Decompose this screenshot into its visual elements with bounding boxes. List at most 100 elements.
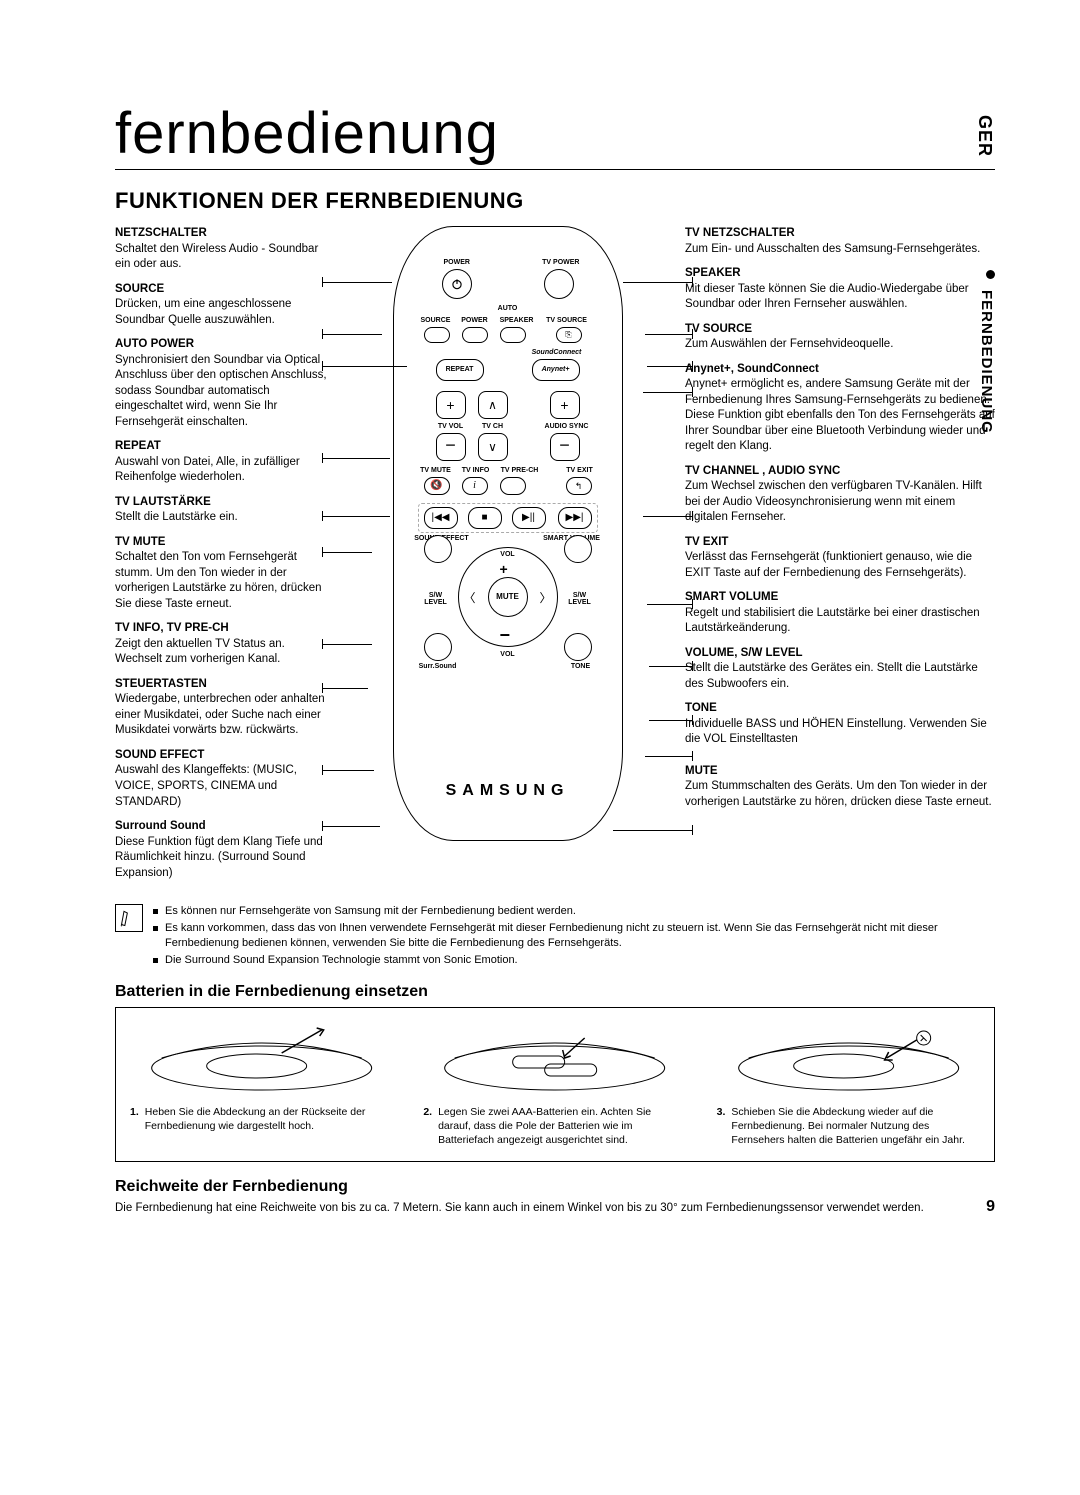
label-tv-power: TV POWER (542, 259, 579, 266)
note-item: Es kann vorkommen, dass das von Ihnen ve… (153, 921, 995, 951)
battery-step-2: 2.Legen Sie zwei AAA-Batterien ein. Acht… (423, 1106, 686, 1147)
label-tv-mute: TV MUTE (418, 467, 454, 474)
battery-step-3: 3.Schieben Sie die Abdeckung wieder auf … (717, 1106, 980, 1147)
entry-tv-exit: TV EXITVerlässt das Fernsehgerät (funkti… (685, 535, 995, 582)
button-audio-sync-down[interactable]: − (550, 433, 580, 461)
language-tab: GER (974, 115, 995, 157)
entry-surround-sound: Surround SoundDiese Funktion fügt dem Kl… (115, 819, 330, 881)
label-tv-exit: TV EXIT (562, 467, 598, 474)
page-number: 9 (986, 1198, 995, 1216)
entry-speaker: SPEAKERMit dieser Taste können Sie die A… (685, 266, 995, 313)
label-speaker: SPEAKER (497, 317, 537, 324)
entry-tv-source: TV SOURCEZum Auswählen der Fernsehvideoq… (685, 322, 995, 353)
entry-tv-info: TV INFO, TV PRE-CHZeigt den aktuellen TV… (115, 621, 330, 668)
battery-step-1: 1.Heben Sie die Abdeckung an der Rücksei… (130, 1106, 393, 1147)
battery-img-3 (717, 1018, 980, 1096)
battery-img-2 (423, 1018, 686, 1096)
battery-images (130, 1018, 980, 1096)
button-power[interactable] (442, 269, 472, 299)
button-next[interactable]: ▶▶| (558, 507, 592, 529)
dpad-minus-icon[interactable]: − (500, 625, 511, 646)
button-tone[interactable] (564, 633, 592, 661)
entry-auto-power: AUTO POWERSynchronisiert den Soundbar vi… (115, 337, 330, 430)
button-auto-power[interactable] (462, 327, 488, 343)
label-tv-vol: TV VOL (434, 423, 468, 430)
entry-sound-effect: SOUND EFFECTAuswahl des Klangeffekts: (M… (115, 748, 330, 810)
entry-source: SOURCEDrücken, um eine angeschlossene So… (115, 282, 330, 329)
entry-anynet: Anynet+, SoundConnectAnynet+ ermöglicht … (685, 362, 995, 455)
button-tv-info[interactable]: i (462, 477, 488, 495)
note-item: Die Surround Sound Expansion Technologie… (153, 953, 995, 968)
samsung-logo: SAMSUNG (394, 782, 622, 800)
label-vol-top: VOL (394, 551, 622, 558)
range-title: Reichweite der Fernbedienung (115, 1178, 995, 1196)
label-tv-prech: TV PRE-CH (498, 467, 542, 474)
entry-netzschalter: NETZSCHALTERSchaltet den Wireless Audio … (115, 226, 330, 273)
notes-block: Es können nur Fernsehgeräte von Samsung … (115, 904, 995, 969)
button-speaker[interactable] (500, 327, 526, 343)
button-tv-mute[interactable]: 🔇 (424, 477, 450, 495)
button-play-pause[interactable]: ▶|| (512, 507, 546, 529)
dpad-left-icon[interactable]: 〈 (464, 589, 476, 606)
button-sound-effect[interactable] (424, 535, 452, 563)
button-mute-center[interactable]: MUTE (488, 577, 528, 617)
button-source[interactable] (424, 327, 450, 343)
button-smart-volume[interactable] (564, 535, 592, 563)
entry-tone: TONEIndividuelle BASS und HÖHEN Einstell… (685, 701, 995, 748)
button-repeat[interactable]: REPEAT (436, 359, 484, 381)
button-anynet[interactable]: Anynet+ (532, 359, 580, 381)
label-audio-sync: AUDIO SYNC (542, 423, 592, 430)
range-body: Die Fernbedienung hat eine Reichweite vo… (115, 1200, 995, 1216)
label-tv-ch: TV CH (476, 423, 510, 430)
button-tv-vol-up[interactable]: + (436, 391, 466, 419)
button-tv-ch-up[interactable]: ∧ (478, 391, 508, 419)
button-tv-power[interactable] (544, 269, 574, 299)
entry-smart-volume: SMART VOLUMERegelt und stabilisiert die … (685, 590, 995, 637)
battery-box: 1.Heben Sie die Abdeckung an der Rücksei… (115, 1007, 995, 1162)
right-column: TV NETZSCHALTERZum Ein- und Ausschalten … (685, 226, 995, 890)
label-soundconnect: SoundConnect (522, 349, 592, 356)
label-source: SOURCE (418, 317, 454, 324)
label-sw-right: S/W LEVEL (568, 592, 592, 606)
page: GER FERNBEDIENUNG fernbedienung FUNKTION… (0, 0, 1080, 1256)
label-tone: TONE (566, 663, 596, 670)
page-title: fernbedienung (115, 100, 995, 170)
button-tv-vol-down[interactable]: − (436, 433, 466, 461)
left-column: NETZSCHALTERSchaltet den Wireless Audio … (115, 226, 330, 890)
entry-mute: MUTEZum Stummschalten des Geräts. Um den… (685, 764, 995, 811)
label-power-btn: POWER (457, 317, 493, 324)
button-tv-ch-down[interactable]: ∨ (478, 433, 508, 461)
remote-column: POWER TV POWER AUTO SOURCE POWER SPEAKER… (330, 226, 685, 890)
dpad-right-icon[interactable]: 〉 (539, 589, 551, 606)
label-power: POWER (444, 259, 470, 266)
button-tv-exit[interactable]: ↰ (566, 477, 592, 495)
page-subtitle: FUNKTIONEN DER FERNBEDIENUNG (115, 188, 995, 214)
button-surr-sound[interactable] (424, 633, 452, 661)
entry-tv-channel: TV CHANNEL , AUDIO SYNCZum Wechsel zwisc… (685, 464, 995, 526)
label-tv-info: TV INFO (458, 467, 494, 474)
label-auto: AUTO (394, 305, 622, 312)
entry-repeat: REPEATAuswahl von Datei, Alle, in zufäll… (115, 439, 330, 486)
dpad-plus-icon[interactable]: + (500, 561, 508, 577)
label-sw-left: S/W LEVEL (424, 592, 448, 606)
label-tv-source: TV SOURCE (542, 317, 592, 324)
button-stop[interactable]: ■ (468, 507, 502, 529)
remote-outline: POWER TV POWER AUTO SOURCE POWER SPEAKER… (393, 226, 623, 841)
button-tv-prech[interactable] (500, 477, 526, 495)
notes-list: Es können nur Fernsehgeräte von Samsung … (153, 904, 995, 969)
main-columns: NETZSCHALTERSchaltet den Wireless Audio … (115, 226, 995, 890)
entry-tv-mute: TV MUTESchaltet den Ton vom Fernsehgerät… (115, 535, 330, 613)
entry-tv-netzschalter: TV NETZSCHALTERZum Ein- und Ausschalten … (685, 226, 995, 257)
battery-steps: 1.Heben Sie die Abdeckung an der Rücksei… (130, 1106, 980, 1147)
note-item: Es können nur Fernsehgeräte von Samsung … (153, 904, 995, 919)
entry-steuertasten: STEUERTASTENWiedergabe, unterbrechen ode… (115, 677, 330, 739)
button-audio-sync-up[interactable]: + (550, 391, 580, 419)
entry-tv-lautstaerke: TV LAUTSTÄRKEStellt die Lautstärke ein. (115, 495, 330, 526)
note-icon (115, 904, 143, 932)
button-tv-source[interactable]: ⎘ (556, 327, 582, 343)
entry-volume-sw: VOLUME, S/W LEVELStellt die Lautstärke d… (685, 646, 995, 693)
battery-title: Batterien in die Fernbedienung einsetzen (115, 983, 995, 1001)
battery-img-1 (130, 1018, 393, 1096)
label-surr-sound: Surr.Sound (414, 663, 462, 670)
button-prev[interactable]: |◀◀ (424, 507, 458, 529)
